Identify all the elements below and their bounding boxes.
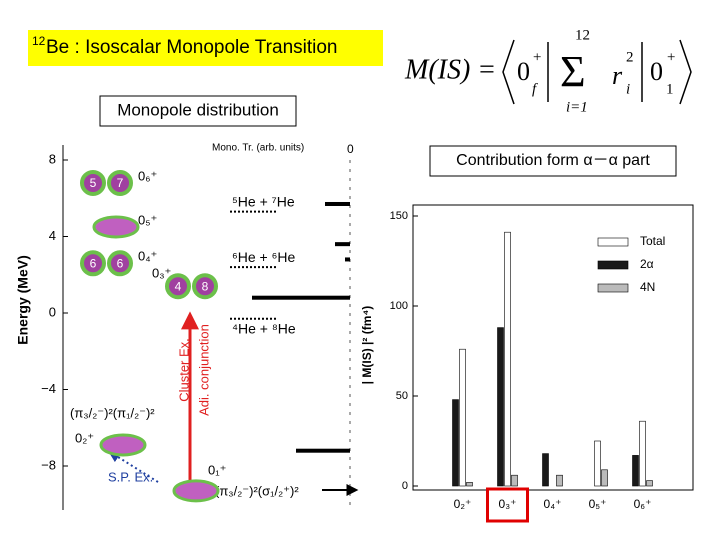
threshold-label: ⁵He + ⁷He [232,193,295,209]
y-tick-label: −4 [41,381,56,396]
annotation: Cluster Ex. [176,338,191,402]
y-tick-label: 100 [390,300,408,312]
bar [452,399,459,487]
annotation: (π₃/₂⁻)²(π₁/₂⁻)² [70,405,155,420]
title-box [28,30,383,66]
formula-sum-top: 12 [575,27,590,43]
cluster-label: 5 [90,176,97,190]
formula-lhs: M(IS) = [404,54,496,85]
cluster-label: 6 [90,256,97,270]
level-label: 0₃⁺ [152,266,171,281]
level-label: 0₅⁺ [138,212,157,227]
legend-label: Total [640,234,665,248]
bar [497,327,504,487]
cluster [80,250,106,277]
cluster [192,273,218,300]
bar [639,420,646,487]
level-label: 0₆⁺ [138,168,157,183]
cluster-label: 6 [117,256,124,270]
legend-swatch [597,260,629,270]
formula-bra-sup: + [532,49,542,65]
x-tick-label: 0₃⁺ [499,497,517,511]
legend-swatch [597,283,629,293]
legend-swatch [597,237,629,247]
bar [646,480,653,487]
threshold-label: ⁶He + ⁶He [232,249,295,265]
title: Be : Isoscalar Monopole Transition [46,37,338,58]
highlight-box [486,487,529,523]
formula-sum: Σ [560,47,586,96]
formula-ket: 0 [650,57,663,86]
strength-bar [296,448,350,453]
right-box [429,145,677,177]
bracket [502,39,515,105]
y-tick-label: 0 [49,304,56,319]
y-tick-label: 150 [390,210,408,222]
cluster [92,215,140,239]
title-mass: 12 [32,34,46,48]
formula-op-sup: 2 [626,49,634,65]
y-tick-label: −8 [41,457,56,472]
left-box [99,95,297,127]
x-tick-label: 0 [347,142,354,156]
bar-chart: | M(IS) |² (fm⁴) 0 50 100 150 0₂⁺ 0₃⁺ 0₄⁺ 0₅⁺ 0₆… [360,204,694,523]
y-tick-label: 50 [396,390,408,402]
bar [511,474,518,487]
x-tick-label: 0₅⁺ [589,497,607,511]
y-tick-label: 4 [49,228,56,243]
bar [504,231,511,487]
left-box-text: Monopole distribution [117,100,279,119]
cluster-label: 7 [117,176,124,190]
formula-bra-sub: f [532,81,538,97]
bar [594,440,601,487]
x-tick-label: 0₄⁺ [544,497,562,511]
cluster [107,169,133,196]
level-label: 0₁⁺ [208,462,226,477]
y-tick-label: 8 [49,151,56,166]
bar [556,474,563,487]
annotation: S.P. Ex. [108,469,153,484]
plot-frame [412,204,694,491]
bar [542,453,549,487]
formula-op: r [612,61,623,90]
cluster [80,169,106,196]
formula-ket-sub: 1 [666,81,674,97]
legend-label: 4N [640,280,655,294]
strength-title: Mono. Tr. (arb. units) [212,143,304,154]
formula-sum-bottom: i=1 [566,99,588,115]
strength-bar [345,257,350,262]
cluster-label: 4 [175,279,182,293]
x-tick-label: 0₂⁺ [454,497,472,511]
strength-bar [335,242,350,247]
formula-bra: 0 [517,57,530,86]
bar [601,469,608,487]
level-diagram: Cluster Ex. Adi. conjunction S.P. Ex. (π… [15,142,359,510]
bar [459,348,466,487]
annotation: (π₃/₂⁻)²(σ₁/₂⁺)² [215,483,299,498]
bar [466,482,473,487]
y-axis-label: Energy (MeV) [15,255,31,344]
cluster [165,273,191,300]
right-box-text: Contribution form α－α part [456,152,650,169]
y-tick-label: 0 [402,480,408,492]
formula: M(IS) = 0 + f Σ 12 i=1 r 2 i 0 + 1 [404,27,692,115]
bar [632,455,639,487]
cluster [107,250,133,277]
annotation: Adi. conjunction [196,324,211,416]
cluster [99,433,147,457]
formula-ket-sup: + [666,49,676,65]
threshold-label: ⁴He + ⁸He [232,320,296,336]
formula-op-sub: i [626,81,630,97]
cluster [172,479,220,503]
y-axis-label: | M(IS) |² (fm⁴) [360,306,374,385]
level-label: 0₂⁺ [75,430,94,445]
strength-bar [252,295,350,300]
legend-label: 2α [640,257,654,271]
bracket [679,39,692,105]
cluster-label: 8 [202,279,209,293]
strength-bar [325,201,350,206]
x-tick-label: 0₆⁺ [634,497,652,511]
level-label: 0₄⁺ [138,249,157,264]
